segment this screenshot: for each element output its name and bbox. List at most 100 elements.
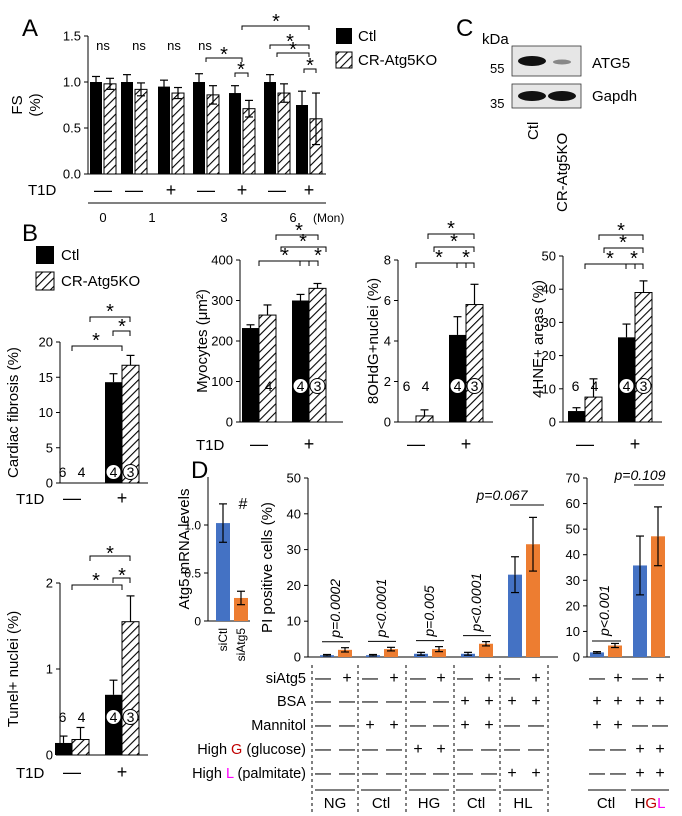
- treatment-cell: —: [339, 741, 355, 758]
- n-circle: [105, 464, 122, 480]
- chart-a-star: *: [220, 44, 228, 66]
- treatment-cell: —: [339, 693, 355, 710]
- chart-a-bracket: [269, 44, 310, 49]
- chart-d1-y-axis-label: Atg5 mRNA levels: [176, 489, 193, 610]
- chart-a-y-axis-label-line1: FS: [9, 95, 26, 114]
- chart-a-bar-ctl: [158, 86, 170, 175]
- chart-d2: 0 10 20 30 40 50 PI positive cells (%) p=0.0002…: [259, 471, 558, 665]
- chart-d2-bar-orange: [338, 649, 352, 658]
- n-circle: [618, 378, 635, 394]
- chart-a-bracket: [205, 57, 243, 62]
- treatment-cell: —: [632, 670, 648, 687]
- chart-a-bar-ctl: [121, 82, 133, 175]
- treatment-cell: —: [315, 670, 331, 687]
- treatment-cell: +: [484, 693, 493, 710]
- b3-bracket: [280, 246, 327, 252]
- bar-ko: [465, 304, 484, 423]
- b3-bracket: [258, 260, 310, 266]
- chart-d1-category-label: siAtg5: [234, 628, 248, 662]
- chart-d1-category-label: siCtl: [216, 628, 230, 651]
- bar-ko: [258, 314, 277, 423]
- treatment-cell: +: [460, 717, 469, 734]
- chart-a-bar-ko: [277, 92, 291, 175]
- blot-band-atg5-label: ATG5: [592, 55, 630, 72]
- b5-star: *: [606, 248, 614, 270]
- treatment-cell: —: [315, 693, 331, 710]
- chart-a-bar-ctl: [193, 82, 205, 175]
- chart-d2-pvalue: p<0.0001: [373, 579, 389, 639]
- treatment-cell: +: [389, 717, 398, 734]
- treatment-cell: —: [504, 717, 520, 734]
- panel-label-b: B: [22, 220, 38, 247]
- x-category-label: +: [304, 434, 315, 454]
- panel-label-d: D: [191, 457, 208, 484]
- treatment-row-label-part: (palmitate): [233, 766, 306, 782]
- b1-bracket: [112, 330, 131, 336]
- chart-b4-y-tick-label: 0: [384, 415, 391, 430]
- blot-lane-ko: CR-Atg5KO: [554, 133, 571, 212]
- treatment-cell: +: [592, 717, 601, 734]
- bar-ko: [634, 292, 653, 423]
- n-circle: [309, 378, 326, 394]
- treatment-cell: +: [507, 765, 516, 782]
- chart-b1-y-tick-label: 15: [39, 370, 53, 385]
- chart-d2-y-tick-label: 0: [294, 650, 301, 665]
- b4-star: *: [450, 231, 458, 253]
- x-category-label: +: [117, 762, 128, 782]
- n-label: 4: [591, 378, 599, 394]
- chart-a-t1d-sign: +: [166, 180, 177, 200]
- treatment-cell: —: [610, 765, 626, 782]
- chart-a-bar-ctl: [90, 82, 102, 175]
- legend-b-ko-swatch: [35, 271, 55, 291]
- chart-d2-bar-orange: [432, 649, 446, 658]
- treatment-row-label: siAtg5: [266, 671, 306, 687]
- treatment-cell: —: [589, 765, 605, 782]
- chart-b5-y-tick-label: 20: [542, 348, 556, 363]
- blot-atg5-band-ctl: [518, 56, 546, 66]
- chart-a-bar-ctl: [229, 93, 241, 175]
- treatment-cell: —: [339, 717, 355, 734]
- treatment-cell: —: [362, 670, 378, 687]
- treatment-cell: —: [433, 765, 449, 782]
- n-label: 4: [110, 709, 118, 725]
- chart-d2-y-tick-label: 20: [287, 578, 301, 593]
- b2-bracket: [112, 577, 131, 583]
- bar-ctl: [242, 328, 259, 423]
- treatment-cell: +: [484, 717, 493, 734]
- chart-d3-y-tick-label: 40: [566, 547, 580, 562]
- treatment-cell: —: [589, 670, 605, 687]
- treatment-cell: —: [457, 670, 473, 687]
- chart-a-x-unit: (Mon): [313, 211, 344, 225]
- treatment-cell: +: [655, 670, 664, 687]
- treatment-group-label-hgl: HGL: [635, 795, 666, 812]
- n-label: 6: [59, 464, 67, 480]
- treatment-cell: +: [342, 670, 351, 687]
- x-axis-t1d-label: T1D: [196, 437, 225, 454]
- x-category-label: —: [576, 434, 594, 454]
- chart-a-star: *: [237, 59, 245, 81]
- chart-d2-pvalue: p=0.0002: [327, 579, 343, 639]
- chart-a-bracket: [241, 25, 310, 30]
- b5-bracket: [603, 247, 644, 253]
- b4-star: *: [462, 247, 470, 269]
- b4-bracket: [433, 246, 475, 252]
- x-category-label: +: [461, 434, 472, 454]
- treatment-cell: +: [389, 670, 398, 687]
- n-circle: [122, 464, 139, 480]
- treatment-cell: —: [610, 741, 626, 758]
- chart-a-t1d-sign: +: [304, 180, 315, 200]
- chart-a-ns-label: ns: [167, 38, 181, 53]
- chart-a-y-tick-label: 0.5: [63, 121, 81, 136]
- x-category-label: —: [407, 434, 425, 454]
- treatment-row-label: BSA: [277, 694, 306, 710]
- n-circle: [466, 378, 483, 394]
- chart-d1-y-tick-label: 0: [194, 615, 201, 629]
- treatment-row-label: High L (palmitate): [192, 766, 306, 782]
- chart-b4-y-tick-label: 2: [384, 374, 391, 389]
- chart-d2-pvalue: p=0.067: [476, 487, 529, 503]
- b2-bracket: [89, 555, 131, 561]
- x-category-label: —: [63, 488, 81, 508]
